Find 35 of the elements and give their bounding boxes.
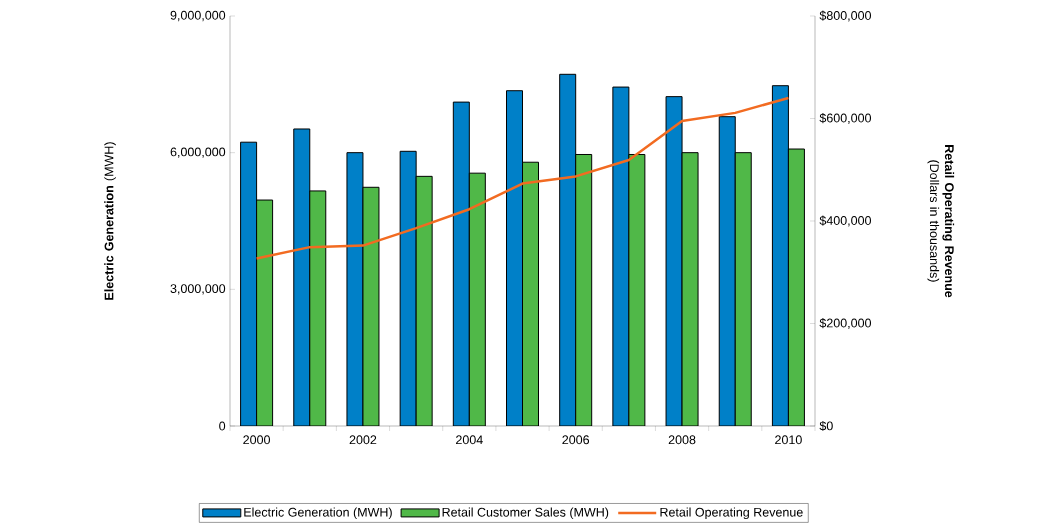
x-tick-label: 2004 (456, 435, 483, 445)
y-axis-title: Electric Generation (MWH) (104, 142, 116, 300)
bar (787, 148, 805, 426)
y-tick-label: 6,000,000 (170, 147, 226, 158)
bar (256, 199, 274, 426)
legend-label: Retail Customer Sales (MWH) (442, 507, 609, 520)
bar (309, 190, 327, 426)
legend-label: Electric Generation (MWH) (244, 507, 392, 520)
y-tick-label: 9,000,000 (170, 10, 226, 22)
bar (506, 90, 523, 426)
y2-axis-title: Retail Operating Revenue (Dollars in thousands) (927, 145, 955, 298)
line-series (255, 96, 790, 260)
y2-tick-label: $400,000 (819, 215, 872, 227)
bar (771, 85, 789, 426)
x-tick-label: 2008 (668, 435, 696, 445)
bar (522, 161, 539, 426)
x-tick-label: 2000 (243, 435, 271, 445)
bar (575, 153, 593, 426)
x-tick-label: 2002 (349, 435, 377, 445)
bar (718, 116, 736, 426)
bar (452, 101, 470, 426)
bar (240, 141, 258, 426)
y2-tick-label: $200,000 (819, 318, 872, 329)
bar (734, 152, 752, 426)
y2-tick-label: $800,000 (819, 10, 872, 22)
bar (293, 128, 311, 426)
y-tick-label: 0 (219, 421, 226, 431)
bar (468, 172, 486, 426)
legend-label: Retail Operating Revenue (660, 507, 803, 520)
x-tick-label: 2006 (562, 435, 590, 445)
y2-tick-label: $0 (819, 420, 833, 432)
x-tick-label: 2010 (775, 435, 802, 445)
y-tick-label: 3,000,000 (170, 284, 226, 295)
bar (559, 73, 577, 426)
y2-tick-label: $600,000 (819, 113, 872, 124)
